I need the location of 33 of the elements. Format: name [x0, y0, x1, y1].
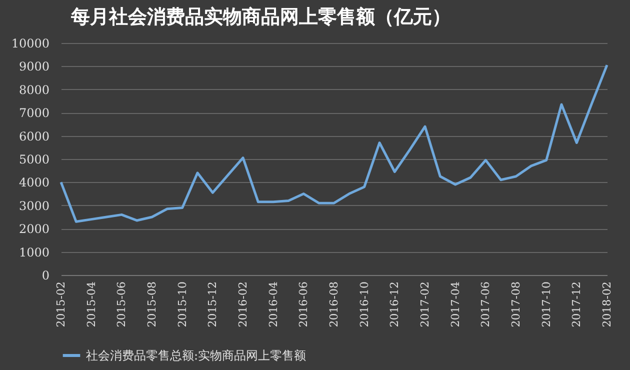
- legend-label: 社会消费品零售总额:实物商品网上零售额: [86, 348, 306, 362]
- y-tick-label: 1000: [18, 245, 50, 260]
- x-tick-label: 2017-02: [418, 282, 432, 328]
- x-tick-label: 2015-10: [176, 282, 189, 328]
- y-tick-label: 3000: [18, 198, 50, 213]
- x-tick-label: 2016-02: [236, 282, 250, 328]
- y-tick-label: 5000: [18, 152, 50, 166]
- x-tick-label: 2017-08: [510, 282, 522, 328]
- y-tick-label: 2000: [18, 222, 50, 236]
- x-tick-label: 2016-06: [297, 282, 310, 328]
- line-series: [60, 64, 608, 223]
- x-tick-label: 2017-04: [448, 282, 462, 328]
- y-tick-label: 8000: [18, 82, 50, 97]
- y-tick-label: 0: [42, 268, 50, 282]
- x-tick-label: 2017-06: [479, 282, 492, 328]
- x-tick-label: 2015-12: [206, 282, 220, 328]
- x-tick-label: 2015-02: [54, 282, 68, 328]
- x-tick-label: 2015-06: [115, 282, 128, 328]
- y-tick-label: 7000: [18, 106, 50, 120]
- x-tick-label: 2016-12: [388, 282, 402, 328]
- x-tick-label: 2018-02: [600, 282, 614, 328]
- x-tick-label: 2017-12: [570, 282, 584, 328]
- x-tick-label: 2016-04: [266, 282, 280, 328]
- x-tick-label: 2015-08: [146, 282, 158, 328]
- y-tick-label: 10000: [11, 36, 50, 50]
- y-tick-label: 4000: [18, 176, 50, 190]
- x-tick-label: 2016-08: [328, 282, 340, 328]
- y-tick-label: 9000: [18, 60, 50, 74]
- y-tick-label: 6000: [18, 129, 50, 144]
- x-tick-label: 2017-10: [540, 282, 553, 328]
- chart-title: 每月社会消费品实物商品网上零售额（亿元）: [70, 6, 451, 28]
- x-tick-label: 2015-04: [84, 282, 98, 328]
- x-tick-label: 2016-10: [358, 282, 371, 328]
